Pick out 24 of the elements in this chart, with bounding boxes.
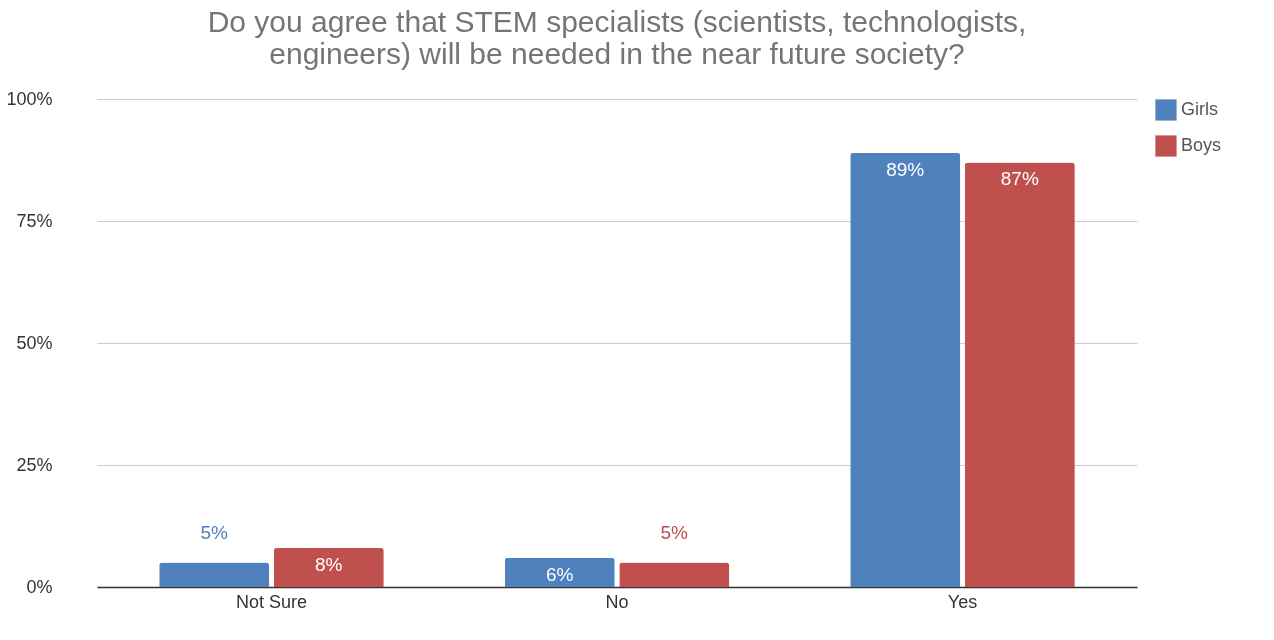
x-tick-label: Not Sure [235,591,308,612]
data-label: 89% [886,158,925,180]
legend-label: Girls [1181,99,1218,119]
y-tick-label: 100% [6,88,53,109]
y-tick-label: 75% [16,210,53,231]
text: engineers) will be needed in the near future society? [269,37,965,70]
data-label: 5% [660,521,689,543]
data-label: 5% [200,521,229,543]
legend-label: Boys [1181,135,1222,155]
y-tick-label: 50% [16,332,53,353]
bar [504,557,615,587]
bar [273,547,384,587]
data-label: 87% [1000,168,1039,190]
bar [850,152,961,587]
data-label: 8% [315,553,343,575]
y-tick-label: 25% [16,454,53,475]
x-tick-label: Yes [947,591,978,612]
bar [964,162,1075,587]
data-label: 6% [545,563,574,585]
x-tick-label: No [605,591,629,612]
text: Do you agree that STEM specialists (scientists, technologists, [207,5,1027,38]
y-tick-label: 0% [26,576,53,597]
bar [619,562,730,587]
bar [159,562,270,587]
